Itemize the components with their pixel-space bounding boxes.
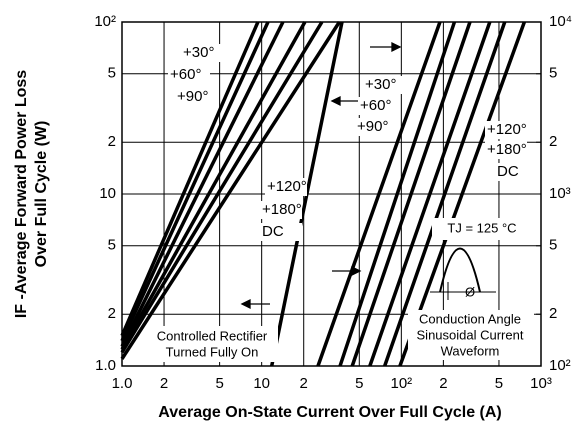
series-line (120, 21, 324, 354)
annotation: Ø (465, 284, 475, 299)
y2-tick-label: 2 (549, 305, 557, 322)
series-line (120, 21, 285, 348)
lines (120, 21, 526, 367)
x-tick-label: 2 (300, 375, 308, 392)
series-label: DC (262, 223, 284, 240)
series-label: +60° (170, 66, 201, 83)
label-bg (355, 118, 397, 136)
label-bg (265, 178, 307, 196)
y-tick-label: 2 (108, 305, 116, 322)
series-line (120, 21, 341, 360)
x-tick-label: 10³ (530, 375, 552, 392)
annotation-box (408, 310, 534, 360)
y-tick-label: 10² (94, 13, 116, 30)
series-label: +60° (360, 97, 391, 114)
series-label: +90° (177, 88, 208, 105)
series-line (368, 21, 492, 367)
waveform-icon (439, 247, 481, 293)
axis-arrows (240, 41, 402, 310)
y-tick-label: 2 (108, 133, 116, 150)
series-line (120, 21, 307, 351)
x-tick-label: 2 (439, 375, 447, 392)
label-bg (485, 141, 527, 159)
y2-tick-label: 5 (549, 237, 557, 254)
y-tick-label: 1.0 (95, 357, 116, 374)
series-line (120, 21, 260, 337)
label-bg (363, 76, 405, 94)
series-line (383, 21, 507, 367)
series-line (350, 21, 472, 367)
label-bg (168, 66, 210, 84)
x-tick-label: 10² (390, 375, 412, 392)
y-axis-label: IF -Average Forward Power Loss (13, 70, 30, 318)
series-line (398, 21, 526, 367)
y2-tick-label: 2 (549, 133, 557, 150)
series-line (316, 21, 442, 367)
y2-tick-label: 10⁴ (549, 13, 572, 30)
series-line (120, 21, 270, 342)
label-bg (260, 201, 302, 219)
label-bg (181, 44, 223, 62)
y-tick-label: 10 (99, 185, 116, 202)
y-tick-label: 5 (108, 65, 116, 82)
annotation: TJ = 125 °C (447, 220, 516, 235)
series-label: +180° (487, 141, 527, 158)
y-tick-label: 5 (108, 237, 116, 254)
label-bg (358, 97, 400, 115)
y-axis-label: Over Full Cycle (W) (33, 121, 50, 268)
x-tick-label: 2 (160, 375, 168, 392)
x-tick-label: 5 (215, 375, 223, 392)
label-bg (260, 223, 302, 241)
x-tick-label: 10 (253, 375, 270, 392)
annotation: Turned Fully On (166, 344, 259, 359)
series-line (338, 21, 457, 367)
series-label: +30° (183, 44, 214, 61)
x-axis-label: Average On-State Current Over Full Cycle… (158, 404, 502, 421)
annotation: Sinusoidal Current (417, 327, 524, 342)
y2-tick-label: 10³ (549, 185, 571, 202)
series-label: DC (497, 163, 519, 180)
annotation: Waveform (441, 343, 500, 358)
x-tick-label: 5 (355, 375, 363, 392)
series-label: +120° (487, 121, 527, 138)
label-bg (175, 88, 217, 106)
series-label: +90° (357, 118, 388, 135)
y2-tick-label: 5 (549, 65, 557, 82)
y2-tick-label: 10² (549, 357, 571, 374)
series-label: +120° (267, 178, 307, 195)
label-bg (495, 163, 537, 181)
series-label: +30° (365, 76, 396, 93)
annotation-box (146, 326, 278, 362)
x-tick-label: 5 (495, 375, 503, 392)
series-label: +180° (262, 201, 302, 218)
x-tick-label: 1.0 (112, 375, 133, 392)
annotation: Controlled Rectifier (157, 328, 268, 343)
label-bg (485, 121, 527, 139)
annotation: Conduction Angle (419, 311, 521, 326)
annotation-box (432, 218, 532, 240)
